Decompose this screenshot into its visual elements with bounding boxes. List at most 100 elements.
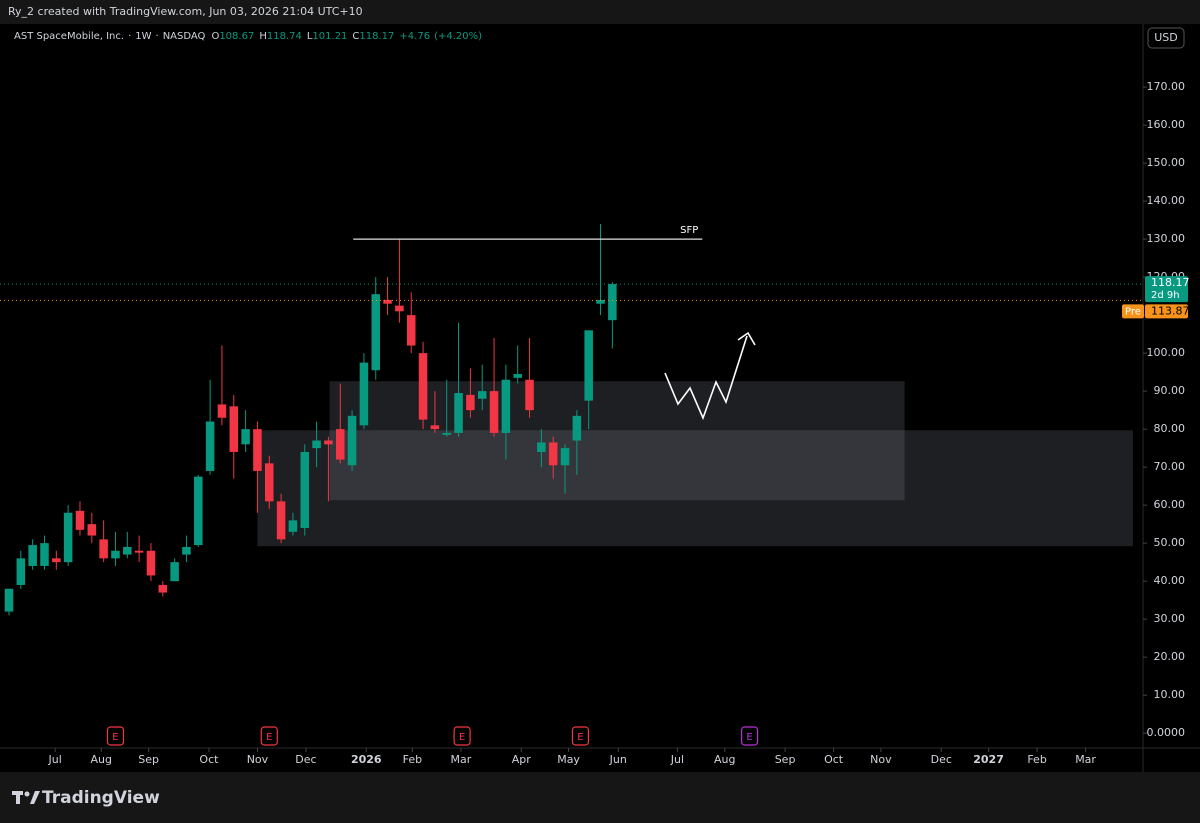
earnings-label: E (459, 732, 465, 743)
candle-body (229, 406, 239, 452)
ohlc-key: H (259, 31, 267, 42)
ohlc-value: 108.67 (219, 31, 254, 42)
ohlc-value: 101.21 (312, 31, 347, 42)
candle-body (253, 429, 262, 471)
earnings-icon (453, 726, 471, 746)
ohlc-key: O (211, 31, 219, 42)
last-price-tag (1145, 276, 1188, 303)
ohlc-value: 118.74 (267, 31, 302, 42)
zone (257, 430, 1133, 547)
candle-body (146, 550, 156, 576)
pre-market-value-bg (1145, 304, 1188, 319)
x-tick-label: Nov (870, 753, 892, 766)
earnings-label: E (266, 732, 272, 743)
candle-body (194, 476, 203, 546)
earnings-label: E (112, 732, 118, 743)
created-by: Ry_2 created with TradingView.com, Jun 0… (8, 5, 363, 18)
candle-body (584, 330, 593, 401)
candle-body (406, 315, 416, 346)
candle-body (560, 448, 570, 466)
y-tick-label: 60.00 (1154, 498, 1186, 511)
candle-body (489, 391, 499, 433)
candle-body (466, 394, 475, 411)
candle-body (335, 429, 345, 460)
x-tick-label: Apr (512, 753, 532, 766)
candle-body (324, 440, 333, 445)
interval: 1W (135, 31, 151, 42)
x-tick-label: Oct (824, 753, 844, 766)
pre-market-value: 113.87 (1151, 304, 1190, 317)
logo-icon (12, 791, 40, 804)
y-tick-label: 170.00 (1147, 80, 1186, 93)
symbol-name: AST SpaceMobile, Inc. (14, 31, 124, 42)
ohlc-key: C (352, 31, 359, 42)
x-tick-label: Aug (91, 753, 112, 766)
candle-body (513, 374, 522, 378)
pre-market-badge (1122, 304, 1144, 319)
x-tick-label: Dec (931, 753, 952, 766)
y-tick-label: 0.0000 (1147, 726, 1186, 739)
candle-body (265, 463, 274, 502)
candle-body (63, 512, 73, 563)
candle-body (383, 299, 392, 304)
legend: AST SpaceMobile, Inc. · 1W · NASDAQ O 108.67 H 1… (14, 31, 482, 42)
x-tick-label: Jun (609, 753, 627, 766)
countdown: 2d 9h (1151, 290, 1180, 301)
separator: · (128, 31, 131, 42)
x-tick-label: Mar (1075, 753, 1096, 766)
ohlc-key: L (307, 31, 313, 42)
x-tick-label: 2027 (973, 753, 1004, 766)
y-tick-label: 90.00 (1154, 384, 1186, 397)
y-tick-label: 40.00 (1154, 574, 1186, 587)
x-tick-label: 2026 (351, 753, 382, 766)
candle-body (111, 550, 120, 559)
candle-body (537, 442, 546, 452)
candle-body (276, 501, 286, 540)
x-tick-label: Dec (295, 753, 316, 766)
candle-body (548, 442, 558, 466)
y-tick-label: 20.00 (1154, 650, 1186, 663)
x-tick-label: Jul (670, 753, 684, 766)
exchange: NASDAQ (163, 31, 206, 42)
sfp-label: SFP (680, 225, 698, 236)
candle-body (40, 543, 49, 566)
candle-body (52, 558, 61, 563)
candle-body (241, 429, 250, 445)
plot (4, 223, 1133, 616)
last-price-label: 118.17 (1151, 276, 1190, 289)
candle-body (99, 539, 108, 559)
x-tick-label: Feb (1027, 753, 1046, 766)
logo: TradingView (42, 788, 160, 808)
x-tick-label: Sep (775, 753, 796, 766)
y-tick-label: 150.00 (1147, 156, 1186, 169)
candle-body (430, 425, 440, 430)
earnings-icon (571, 726, 590, 746)
candle-body (596, 299, 605, 304)
candle-body (16, 558, 26, 585)
candle-body (608, 284, 617, 321)
candle-body (395, 305, 404, 312)
y-tick-label: 10.00 (1154, 688, 1186, 701)
candle-body (418, 353, 428, 420)
candle-body (28, 545, 37, 566)
candle-body (359, 362, 369, 426)
x-tick-label: Sep (138, 753, 159, 766)
change-pct: (+4.20%) (434, 31, 482, 42)
earnings-icon (106, 726, 125, 746)
ohlc-value: 118.17 (359, 31, 394, 42)
candle-body (454, 393, 463, 433)
candle-body (347, 415, 357, 466)
candle-body (158, 584, 168, 593)
candle-body (300, 451, 310, 528)
candle-body (572, 415, 582, 441)
candle-body (217, 404, 227, 418)
candle-body (87, 524, 97, 536)
candle-body (442, 432, 451, 435)
currency-button[interactable] (1147, 27, 1185, 49)
candle-body (134, 550, 144, 553)
candle-body (123, 546, 132, 555)
y-tick-label: 140.00 (1147, 194, 1186, 207)
candle-body (182, 546, 191, 555)
